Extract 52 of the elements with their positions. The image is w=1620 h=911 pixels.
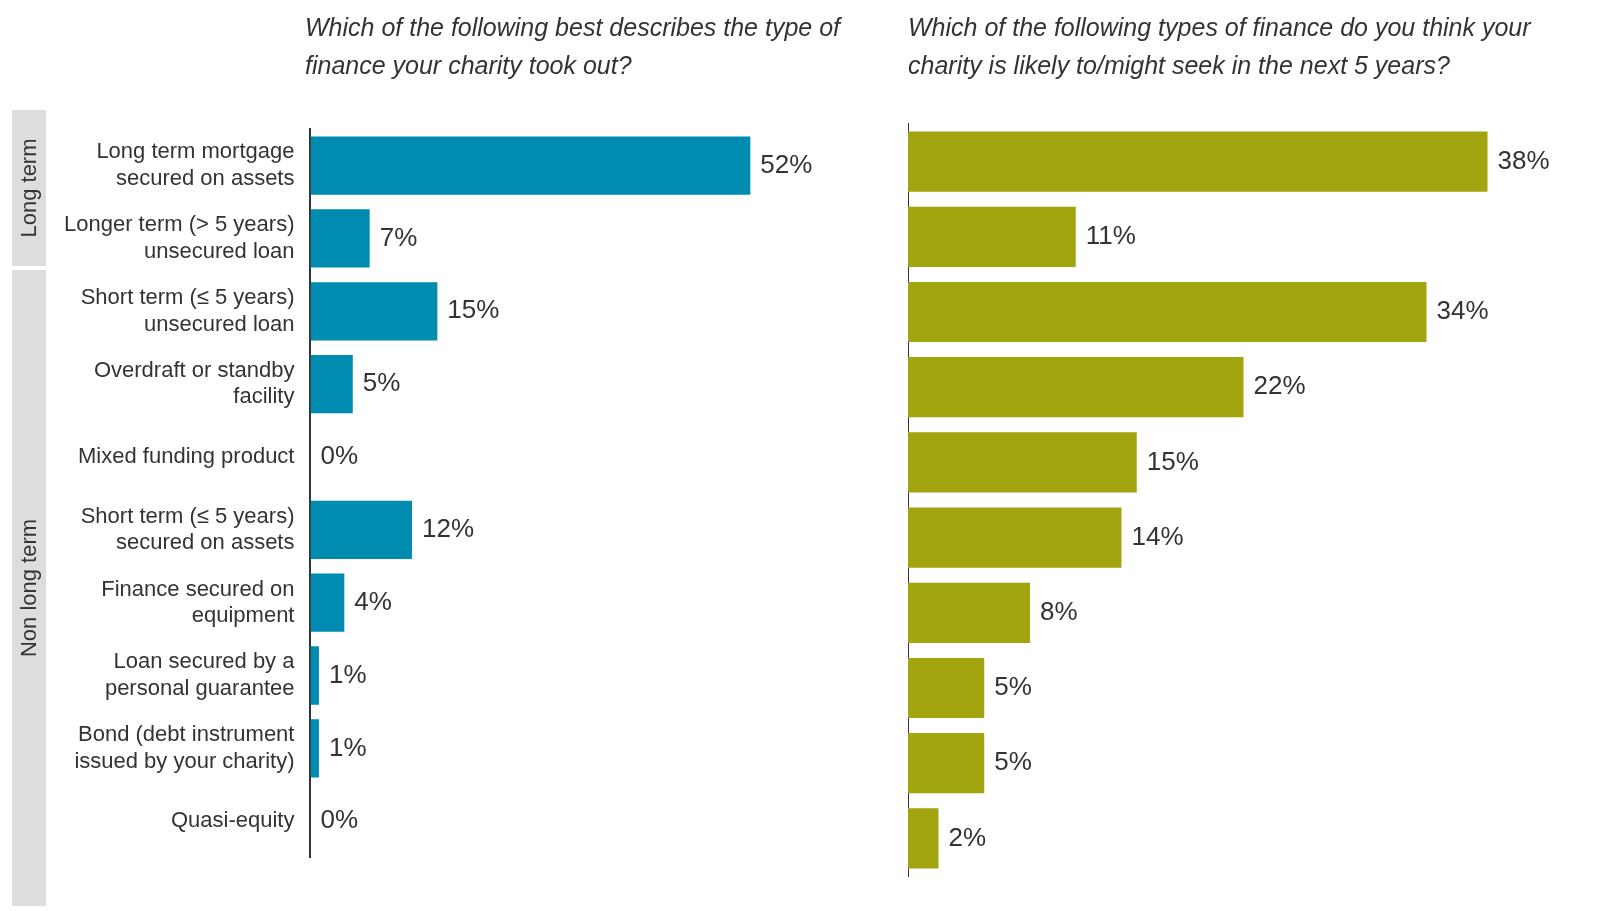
chart-title: Which of the following types of finance do you think your charity is likely to/might seek in the next 5 years? [908,12,1533,81]
data-label: 7% [379,221,418,252]
y-tick-label: Bond (debt instrument issued by your charity) [74,721,295,773]
y-tick-label: Long term mortgage secured on assets [96,138,295,190]
y-tick-label: Finance secured on equipment [101,575,295,627]
bar [908,657,985,719]
y-tick-label: Overdraft or standby facility [93,357,295,409]
data-label: 22% [1253,370,1306,401]
bar [310,355,353,414]
data-label: 38% [1497,144,1550,175]
bar [908,733,985,794]
bar [908,507,1122,568]
y-tick-label: Short term (≤ 5 years) unsecured loan [80,284,295,336]
data-label: 14% [1131,520,1184,551]
bar [310,136,751,195]
data-label: 0% [320,804,359,835]
data-label: 4% [354,585,392,616]
bar [908,281,1427,343]
bar [310,209,370,268]
data-label: 2% [948,821,987,852]
bar [908,206,1076,267]
data-label: 0% [320,440,359,471]
data-label: 15% [447,294,500,325]
data-label: 15% [1146,445,1199,476]
y-tick-label: Loan secured by a personal guarantee [104,648,296,700]
bar [908,131,1488,192]
data-label: 5% [362,367,401,398]
bar [908,432,1137,493]
data-label: 12% [421,512,475,543]
data-label: 52% [760,148,813,179]
data-label: 1% [328,658,367,689]
bar [310,282,438,341]
data-label: 5% [994,746,1032,777]
data-label: 5% [994,671,1032,702]
data-label: 11% [1085,219,1136,250]
chart-title: Which of the following best describes the type of finance your charity took out? [304,12,843,81]
bar [310,573,345,632]
data-label: 8% [1040,595,1078,626]
bar [310,646,319,705]
y-tick-label: Mixed funding product [78,443,295,469]
bar [310,719,319,778]
bar [908,357,1244,418]
y-tick-label: Short term (≤ 5 years) secured on assets [80,502,295,555]
y-tick-label: Quasi-equity [170,807,295,833]
text: Non long term [16,518,42,658]
text: Long term [16,138,42,238]
bar [908,808,939,869]
data-label: 34% [1436,295,1489,326]
bar [310,500,412,559]
bar [908,582,1030,643]
y-tick-label: Longer term (> 5 years) unsecured loan [64,211,295,263]
data-label: 1% [328,731,367,762]
